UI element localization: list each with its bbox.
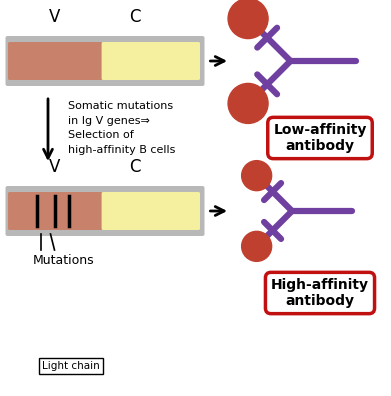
- Text: V: V: [48, 8, 60, 26]
- Circle shape: [242, 161, 272, 190]
- Text: High-affinity
antibody: High-affinity antibody: [271, 278, 369, 308]
- FancyBboxPatch shape: [5, 36, 204, 86]
- Circle shape: [228, 0, 268, 38]
- FancyBboxPatch shape: [102, 192, 200, 230]
- Text: V: V: [48, 158, 60, 176]
- FancyBboxPatch shape: [8, 42, 102, 80]
- Text: Low-affinity
antibody: Low-affinity antibody: [273, 123, 367, 153]
- Text: C: C: [129, 158, 141, 176]
- Circle shape: [242, 231, 272, 261]
- Circle shape: [228, 84, 268, 124]
- FancyBboxPatch shape: [102, 42, 200, 80]
- Text: Mutations: Mutations: [32, 254, 94, 267]
- Text: C: C: [129, 8, 141, 26]
- Text: Light chain: Light chain: [42, 361, 100, 371]
- Text: Somatic mutations
in Ig V genes⇒
Selection of
high-affinity B cells: Somatic mutations in Ig V genes⇒ Selecti…: [68, 101, 176, 155]
- FancyBboxPatch shape: [8, 192, 102, 230]
- FancyBboxPatch shape: [5, 186, 204, 236]
